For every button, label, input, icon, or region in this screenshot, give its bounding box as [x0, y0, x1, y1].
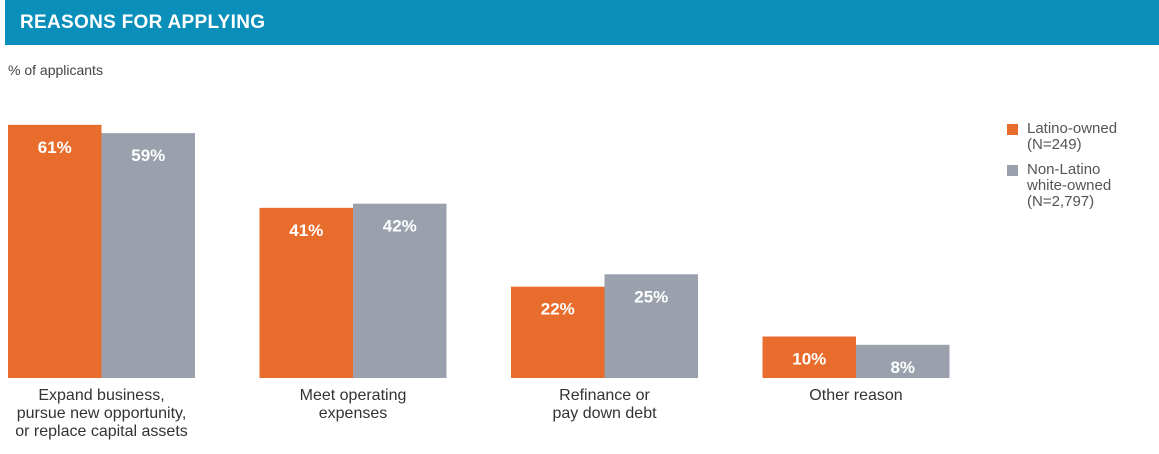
x-tick-label: pay down debt — [552, 405, 657, 422]
data-label: 10% — [792, 350, 826, 369]
chart-subtitle: % of applicants — [8, 62, 103, 78]
data-label: 22% — [541, 300, 575, 319]
legend-swatch — [1007, 165, 1018, 176]
header-bar: REASONS FOR APPLYING — [5, 0, 1159, 45]
x-tick-label: Other reason — [809, 387, 902, 404]
bar — [604, 274, 698, 378]
legend-item: Latino-owned (N=249) — [1007, 121, 1132, 153]
bar — [101, 133, 195, 378]
legend-label: Non-Latino white-owned (N=2,797) — [1027, 161, 1112, 210]
bar — [856, 344, 950, 378]
data-label: 41% — [289, 221, 323, 240]
x-tick-label: Refinance or — [559, 387, 650, 404]
bar — [511, 286, 605, 378]
bar — [259, 207, 353, 378]
x-tick-label: Expand business, — [38, 387, 164, 404]
data-label: 25% — [634, 287, 668, 306]
chart-title: REASONS FOR APPLYING — [20, 12, 266, 33]
x-tick-label: expenses — [319, 405, 388, 422]
data-label: 59% — [131, 146, 165, 165]
x-tick-label: or replace capital assets — [15, 423, 188, 440]
data-label: 61% — [38, 138, 72, 157]
x-tick-label: Meet operating — [300, 387, 407, 404]
bar — [8, 124, 102, 378]
data-label: 42% — [383, 217, 417, 236]
legend-label: Latino-owned (N=249) — [1027, 120, 1118, 153]
legend-item: Non-Latino white-owned (N=2,797) — [1007, 162, 1132, 210]
data-label: 8% — [890, 358, 915, 377]
x-tick-label: pursue new opportunity, — [17, 405, 187, 422]
bar — [762, 336, 856, 378]
bar — [353, 203, 447, 378]
legend-swatch — [1007, 124, 1018, 135]
